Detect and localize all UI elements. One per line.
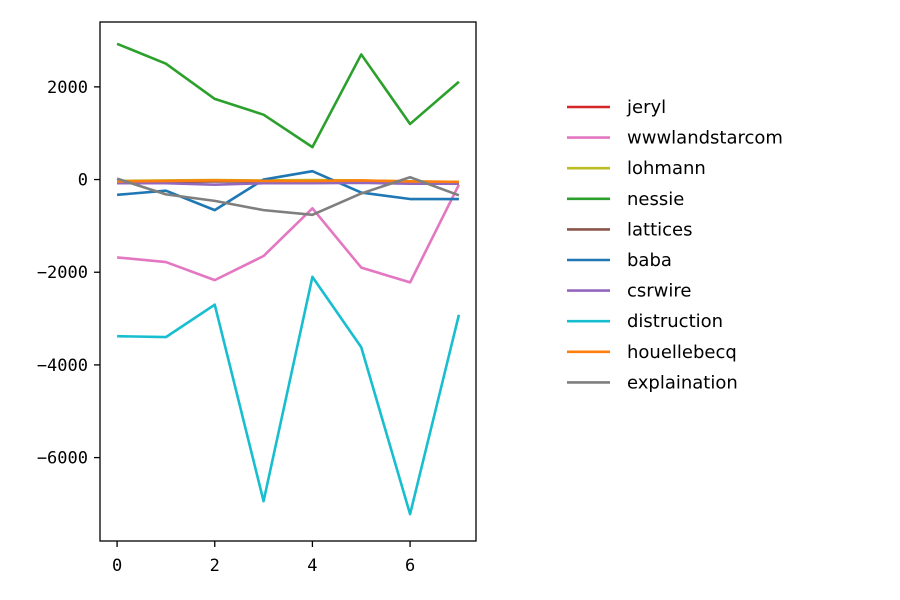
legend-item-nessie: nessie — [567, 189, 684, 210]
series-line-houellebecq — [117, 179, 459, 184]
legend-label: csrwire — [627, 281, 691, 302]
legend-item-jeryl: jeryl — [567, 97, 666, 118]
y-tick-label: 0 — [78, 171, 88, 191]
x-tick-label: 6 — [405, 556, 415, 576]
legend-item-explaination: explaination — [567, 372, 738, 393]
legend-item-csrwire: csrwire — [567, 281, 691, 302]
series-line-csrwire — [117, 181, 459, 186]
y-tick-label: −6000 — [37, 449, 88, 469]
x-tick-label: 4 — [307, 556, 317, 576]
legend-label: lattices — [627, 219, 693, 240]
y-axis: 2000 0 −2000 −4000 −6000 — [37, 78, 100, 469]
legend-item-lohmann: lohmann — [567, 158, 706, 179]
legend-label: jeryl — [626, 97, 666, 118]
y-tick-label: −4000 — [37, 356, 88, 376]
legend-item-houellebecq: houellebecq — [567, 342, 737, 363]
series-line-wwwlandstarcom — [116, 184, 461, 284]
legend-item-wwwlandstarcom: wwwlandstarcom — [567, 128, 783, 149]
legend-label: baba — [627, 250, 672, 271]
plot-frame — [99, 21, 477, 542]
legend: jeryl wwwlandstarcom lohmann nessie lattices… — [567, 97, 783, 393]
legend-label: wwwlandstarcom — [627, 128, 783, 149]
y-tick-label: 2000 — [47, 78, 88, 98]
x-tick-label: 2 — [210, 556, 220, 576]
legend-item-baba: baba — [567, 250, 672, 271]
series-line-explaination — [116, 175, 460, 217]
legend-label: houellebecq — [627, 342, 737, 363]
series-line-distruction — [117, 275, 461, 516]
x-tick-label: 0 — [112, 556, 122, 576]
plot-lines — [116, 42, 461, 516]
y-tick-label: −2000 — [37, 263, 88, 283]
x-axis: 0 2 4 6 — [112, 541, 415, 576]
legend-item-distruction: distruction — [567, 311, 723, 332]
legend-label: lohmann — [627, 158, 706, 179]
series-line-nessie — [116, 42, 460, 149]
legend-item-lattices: lattices — [567, 219, 693, 240]
series-line-baba — [116, 169, 459, 212]
legend-label: distruction — [627, 311, 723, 332]
legend-label: nessie — [627, 189, 684, 210]
legend-label: explaination — [627, 372, 738, 393]
